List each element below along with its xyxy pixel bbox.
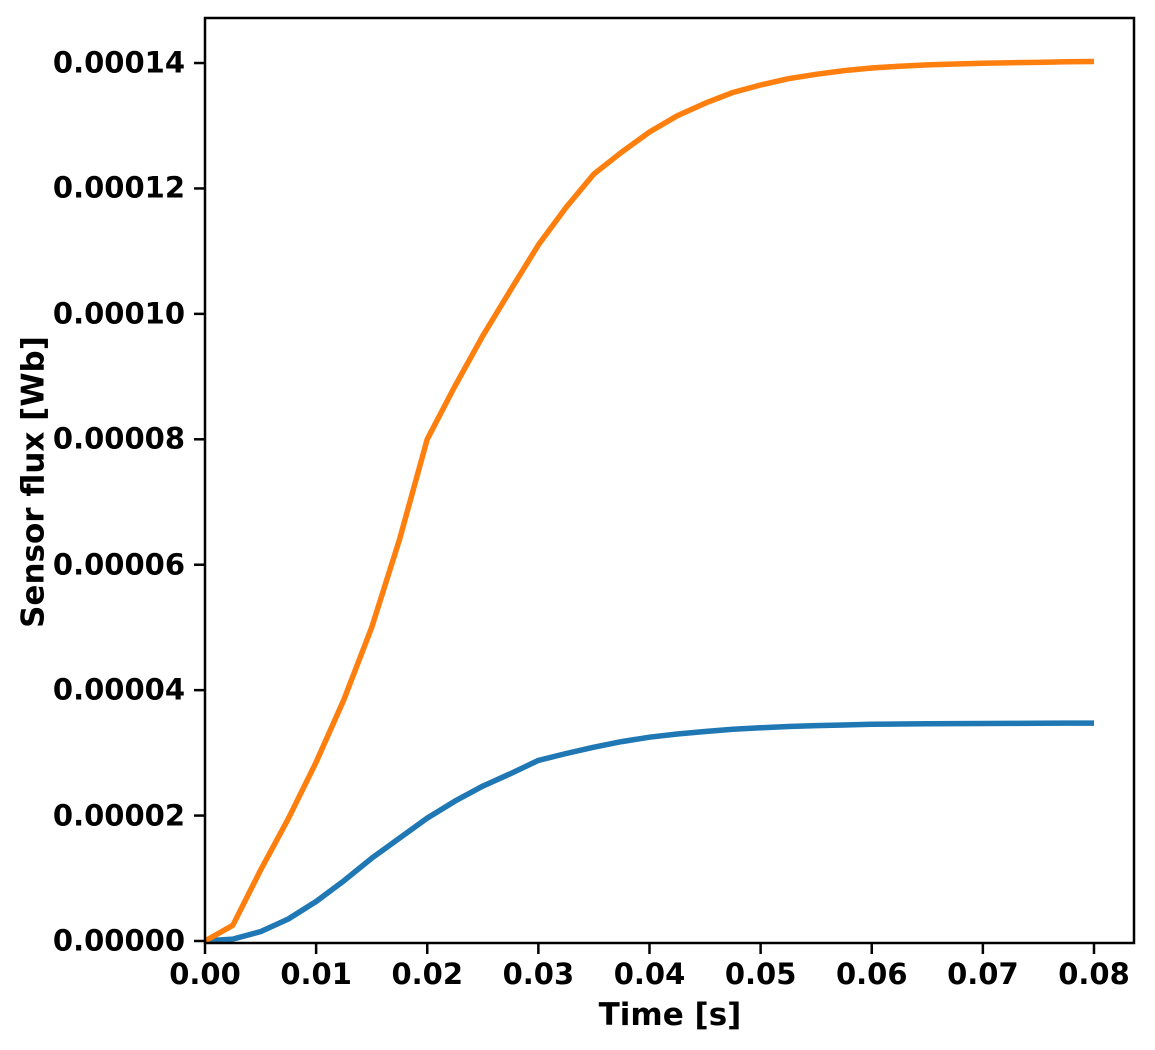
series-line-blue-curve xyxy=(204,720,1094,944)
y-axis-label: Sensor flux [Wb] xyxy=(15,336,52,628)
series-group xyxy=(203,58,1095,944)
x-axis-label: Time [s] xyxy=(598,997,742,1033)
y-tick-label: 0.00002 xyxy=(52,798,185,833)
y-tick-label: 0.00014 xyxy=(52,45,185,80)
y-tick-label: 0.00006 xyxy=(52,547,185,582)
x-tick-label: 0.01 xyxy=(280,957,352,991)
x-tick-label: 0.06 xyxy=(835,957,908,991)
x-tick-label: 0.05 xyxy=(724,957,797,991)
y-tick-label: 0.00012 xyxy=(52,170,185,205)
x-tick-label: 0.00 xyxy=(169,957,241,991)
y-tick-label: 0.00010 xyxy=(52,296,185,331)
x-tick-label: 0.08 xyxy=(1058,957,1130,991)
y-tick-label: 0.00008 xyxy=(52,421,185,456)
y-tick-label: 0.00004 xyxy=(52,672,185,707)
x-tick-label: 0.02 xyxy=(391,957,464,991)
x-tick-label: 0.04 xyxy=(613,957,686,991)
y-tick-label: 0.00000 xyxy=(52,923,185,958)
series-line-orange-curve xyxy=(203,58,1095,944)
x-tick-label: 0.07 xyxy=(947,957,1019,991)
x-tick-label: 0.03 xyxy=(502,957,575,991)
tick-group xyxy=(194,61,1096,954)
plot-border xyxy=(203,16,1136,945)
